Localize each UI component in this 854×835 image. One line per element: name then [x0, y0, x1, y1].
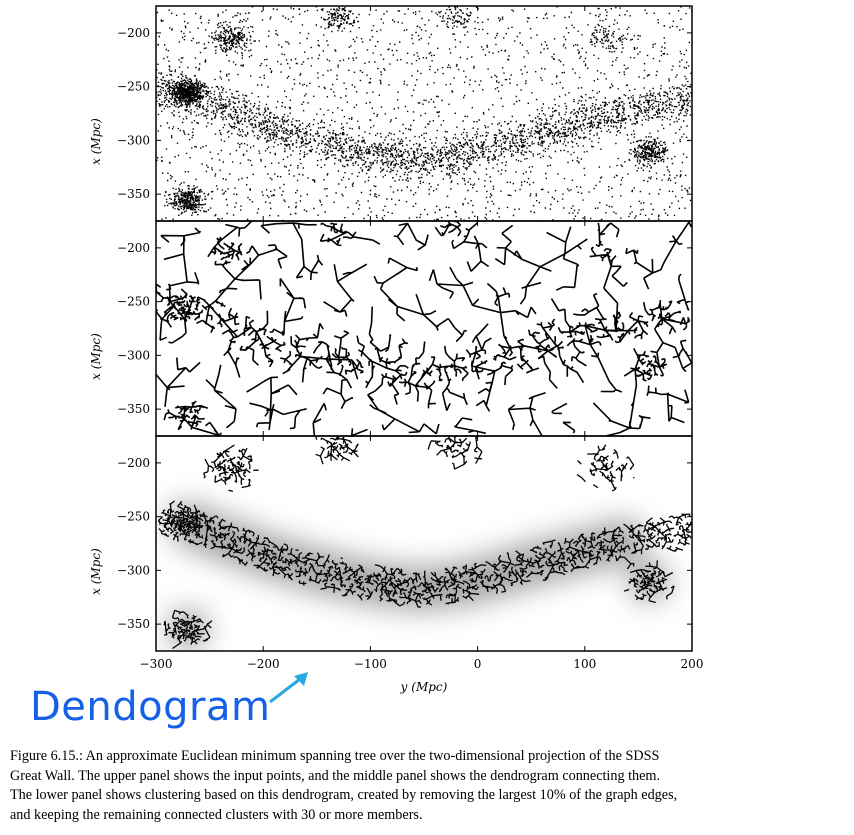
y-tick-label: −300: [117, 348, 150, 362]
figure-caption: Figure 6.15.: An approximate Euclidean m…: [10, 747, 846, 825]
caption-line-3: The lower panel shows clustering based o…: [10, 787, 678, 803]
input-points: [156, 6, 692, 221]
x-axis-label: y (Mpc): [400, 680, 448, 694]
panel-frame-3: [155, 435, 693, 652]
caption-line-1: Figure 6.15.: An approximate Euclidean m…: [10, 748, 660, 764]
x-tick-label: −100: [354, 657, 387, 671]
figure-svg: −200 −250 −300 −350 x (Mpc) −200 −250 −300 −350 x…: [89, 5, 704, 694]
x-tick-label: 100: [573, 657, 596, 671]
arrow-icon: [269, 672, 308, 704]
y-tick-label: −250: [117, 80, 150, 94]
y-tick-label: −200: [117, 456, 150, 470]
y-tick-label: −200: [117, 241, 150, 255]
x-tick-label: −200: [247, 657, 280, 671]
y-tick-label: −350: [117, 402, 150, 416]
y-tick-label: −250: [117, 295, 150, 309]
y-tick-label: −200: [117, 26, 150, 40]
y-tick-label: −350: [117, 617, 150, 631]
y-tick-label: −300: [117, 133, 150, 147]
x-tick-label: −300: [140, 657, 173, 671]
y-tick-label: −250: [117, 510, 150, 524]
caption-line-4: and keeping the remaining connected clus…: [10, 806, 423, 823]
clustering-panel: [157, 436, 692, 650]
axes-layer: −200 −250 −300 −350 x (Mpc) −200 −250 −300 −350 x…: [89, 5, 704, 694]
panel-frame-2: [155, 220, 693, 437]
dendrogram-annotation-label: Dendogram: [30, 684, 271, 730]
dendrogram-panel: [156, 221, 692, 436]
figure: −200 −250 −300 −350 x (Mpc) −200 −250 −300 −350 x…: [89, 5, 704, 694]
y-axis-label: x (Mpc): [89, 333, 103, 380]
caption-line-2: Great Wall. The upper panel shows the in…: [10, 767, 661, 784]
dendrogram-edges: [156, 221, 692, 436]
cluster-edges: [157, 436, 692, 650]
y-tick-label: −300: [117, 563, 150, 577]
x-tick-label: 200: [681, 657, 704, 671]
x-tick-label: 0: [474, 657, 482, 671]
y-axis-label: x (Mpc): [89, 548, 103, 595]
y-tick-label: −350: [117, 187, 150, 201]
y-axis-label: x (Mpc): [89, 118, 103, 165]
input-points-panel: [156, 6, 692, 221]
panels-layer: [156, 6, 692, 650]
